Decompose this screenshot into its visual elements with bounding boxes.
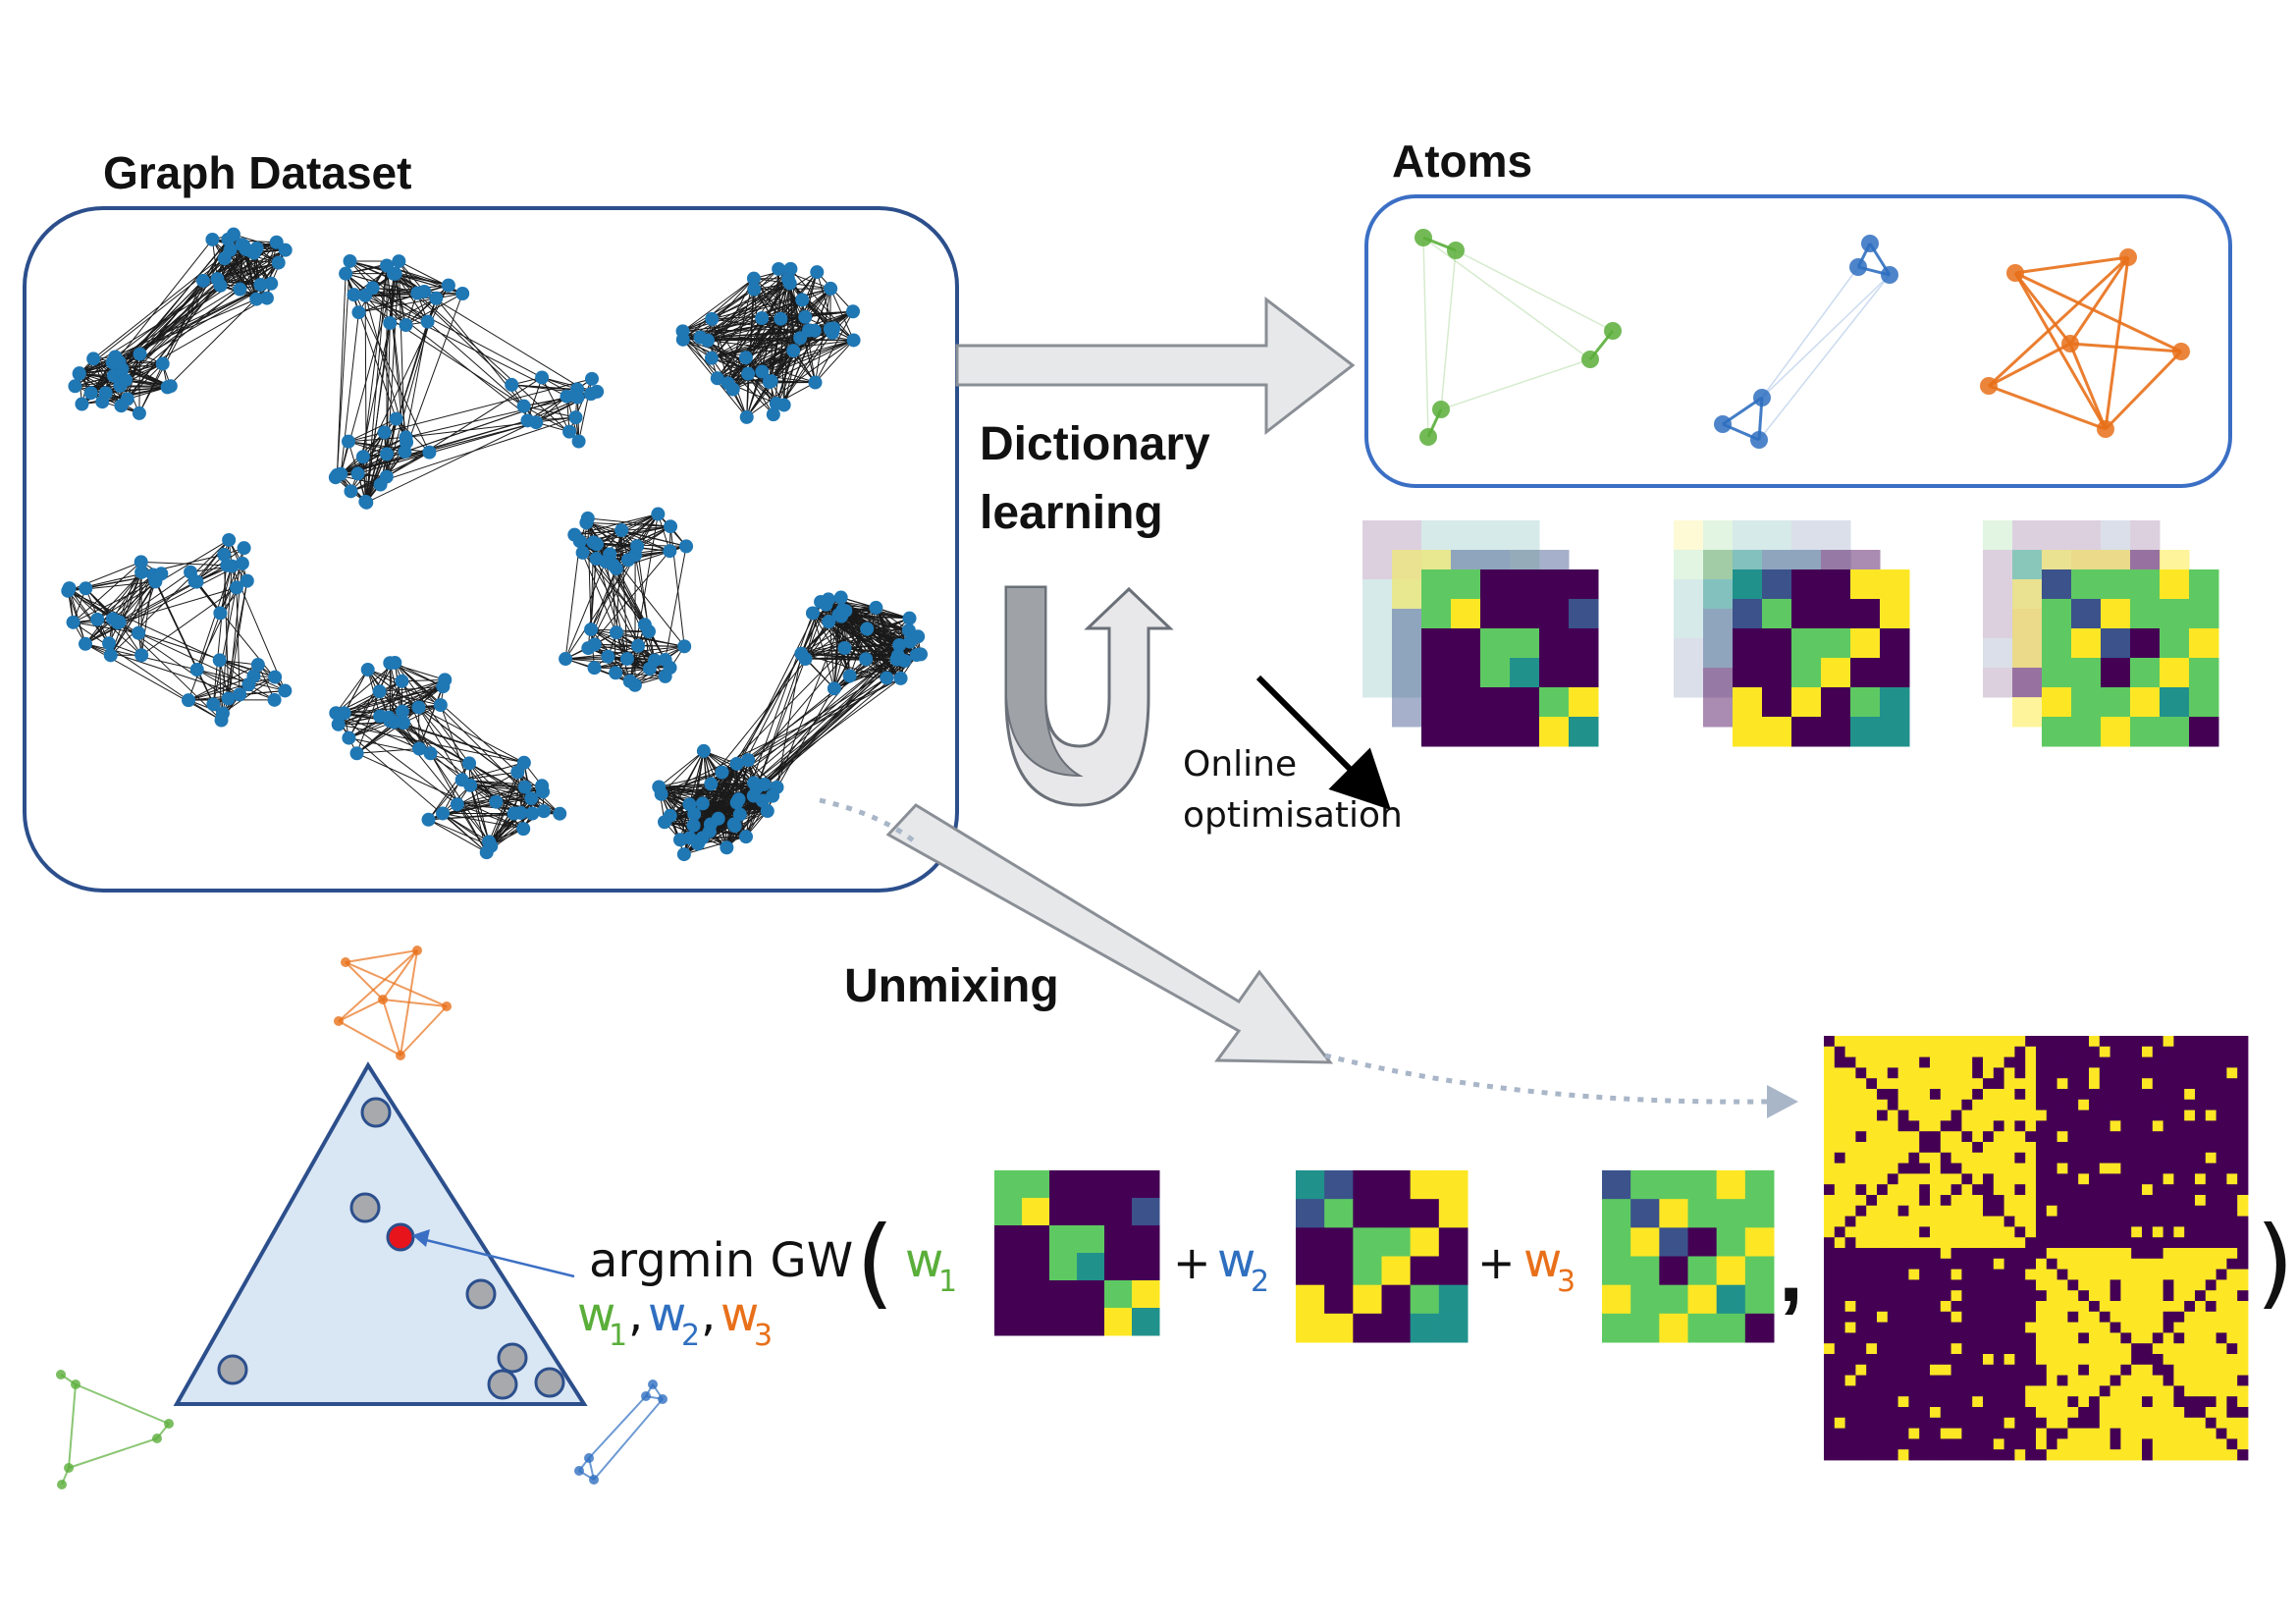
front-matrix xyxy=(2042,569,2219,747)
simplex-triangle xyxy=(173,1061,588,1406)
formula-matrix-1 xyxy=(994,1170,1160,1336)
svg-text:3: 3 xyxy=(754,1319,773,1353)
front-matrix xyxy=(1733,569,1910,747)
atom-graph-blue xyxy=(1714,235,1898,449)
atom-stack-2 xyxy=(1674,520,1910,747)
dataset-graph-4 xyxy=(61,532,293,728)
simplex-graph-point xyxy=(349,1192,381,1223)
simplex-graph-point xyxy=(487,1369,518,1400)
optimal-weight-point xyxy=(386,1222,415,1252)
simplex-atom-icons xyxy=(56,946,667,1489)
close-paren: ) xyxy=(2256,1205,2294,1320)
formula-matrix-2 xyxy=(1296,1170,1468,1343)
simplex-atom-green xyxy=(56,1370,174,1489)
online-optimisation-arrow xyxy=(1255,675,1391,810)
graph-dataset-title: Graph Dataset xyxy=(103,147,411,198)
atom-graph-green xyxy=(1415,229,1622,446)
graph-dataset-graphs xyxy=(61,227,928,862)
atom-graphs xyxy=(1415,229,2190,449)
dictionary-learning-arrow xyxy=(955,296,1356,436)
front-matrix xyxy=(1421,569,1599,747)
svg-text:2: 2 xyxy=(681,1319,700,1353)
svg-text:+: + xyxy=(1477,1236,1516,1289)
argmin-pointer-head-icon xyxy=(412,1229,430,1247)
formula-w2: w 2 xyxy=(1217,1233,1269,1299)
simplex-graph-point xyxy=(534,1367,565,1398)
atoms-title: Atoms xyxy=(1392,135,1532,187)
simplex-graph-point xyxy=(217,1354,248,1385)
svg-text:w: w xyxy=(1523,1233,1562,1288)
atom-stack-1 xyxy=(1362,520,1599,747)
dataset-graph-6 xyxy=(329,655,567,860)
atom-matrix-stacks xyxy=(1362,520,2219,747)
dataset-graph-2 xyxy=(328,253,605,510)
simplex-atom-orange xyxy=(334,946,452,1060)
dotted-arrowhead-icon xyxy=(1767,1085,1798,1118)
dataset-graph-7 xyxy=(652,590,928,862)
formula-w1: w 1 xyxy=(905,1233,957,1299)
atoms-frame xyxy=(1364,194,2232,488)
argmin-pointer xyxy=(421,1237,575,1278)
atom-stack-3 xyxy=(1983,520,2219,747)
svg-text:w: w xyxy=(1217,1233,1255,1288)
formula-plus-2: + xyxy=(1477,1236,1516,1289)
formula-matrix-3 xyxy=(1602,1170,1775,1343)
formula-comma: , xyxy=(1779,1222,1803,1321)
unmixing-label: Unmixing xyxy=(844,960,1059,1012)
simplex-graph-point xyxy=(465,1278,497,1310)
open-paren: ( xyxy=(856,1205,894,1320)
dotted-connector-end xyxy=(1324,1053,1768,1105)
simplex-graph-point xyxy=(360,1097,392,1128)
argmin-label: argmin GW xyxy=(589,1233,853,1288)
target-matrix-cells xyxy=(1824,1036,2249,1461)
simplex-graph-point xyxy=(497,1342,528,1374)
svg-text:w: w xyxy=(577,1287,615,1342)
dataset-graph-5 xyxy=(559,507,694,692)
svg-text:w: w xyxy=(648,1287,686,1342)
svg-text:,: , xyxy=(701,1287,716,1342)
online-label: Online xyxy=(1183,744,1297,784)
dotted-connector-start xyxy=(819,797,920,846)
formula-matrices xyxy=(994,1170,1775,1343)
target-graph-matrix xyxy=(1824,1036,2249,1461)
svg-text:1: 1 xyxy=(938,1265,957,1299)
dictionary-label: Dictionary xyxy=(980,418,1210,470)
svg-text:+: + xyxy=(1173,1236,1211,1289)
optimisation-label: optimisation xyxy=(1183,795,1403,836)
unmixing-arrow xyxy=(885,803,1334,1064)
svg-text:w: w xyxy=(905,1233,943,1288)
graph-dataset-frame xyxy=(23,206,959,893)
svg-text:,: , xyxy=(628,1287,643,1342)
svg-text:3: 3 xyxy=(1557,1265,1575,1299)
svg-text:w: w xyxy=(721,1287,759,1342)
svg-text:1: 1 xyxy=(609,1319,627,1353)
online-update-cycle-icon xyxy=(1004,585,1174,807)
dataset-graph-3 xyxy=(675,261,861,424)
atom-graph-orange xyxy=(1980,248,2190,438)
argmin-subscripts: w 1 , w 2 , w 3 xyxy=(577,1287,773,1353)
learning-label: learning xyxy=(980,487,1163,539)
simplex-atom-blue xyxy=(574,1380,667,1485)
formula-w3: w 3 xyxy=(1523,1233,1575,1299)
dataset-graph-1 xyxy=(68,227,293,420)
formula-plus-1: + xyxy=(1173,1236,1211,1289)
simplex-points xyxy=(217,1097,565,1400)
svg-text:2: 2 xyxy=(1251,1265,1269,1299)
